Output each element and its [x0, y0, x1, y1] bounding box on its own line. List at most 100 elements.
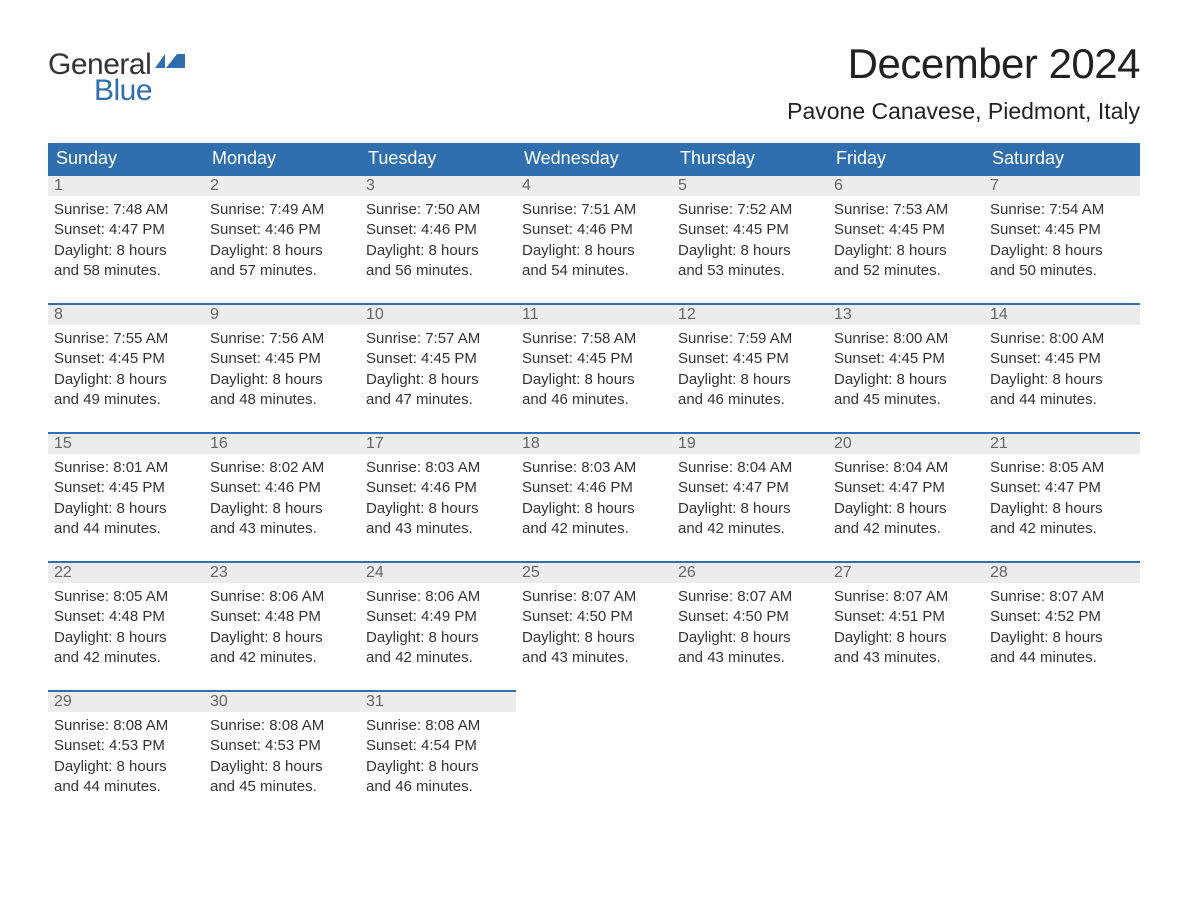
sunset-line: Sunset: 4:45 PM [834, 220, 978, 240]
day-body: Sunrise: 8:04 AMSunset: 4:47 PMDaylight:… [828, 454, 984, 561]
daylight-line2: and 43 minutes. [366, 519, 510, 539]
day-body: Sunrise: 7:50 AMSunset: 4:46 PMDaylight:… [360, 196, 516, 303]
daylight-line2: and 49 minutes. [54, 390, 198, 410]
sunset-line: Sunset: 4:46 PM [366, 478, 510, 498]
daylight-line1: Daylight: 8 hours [366, 628, 510, 648]
day-number: 10 [360, 305, 516, 325]
daylight-line2: and 43 minutes. [834, 648, 978, 668]
daylight-line1: Daylight: 8 hours [366, 370, 510, 390]
day-body: Sunrise: 7:51 AMSunset: 4:46 PMDaylight:… [516, 196, 672, 303]
month-title: December 2024 [787, 40, 1140, 88]
daylight-line1: Daylight: 8 hours [678, 499, 822, 519]
week-row: 8Sunrise: 7:55 AMSunset: 4:45 PMDaylight… [48, 304, 1140, 433]
sunset-line: Sunset: 4:45 PM [54, 349, 198, 369]
sunrise-line: Sunrise: 8:07 AM [990, 587, 1134, 607]
sunrise-line: Sunrise: 8:04 AM [678, 458, 822, 478]
day-cell: 12Sunrise: 7:59 AMSunset: 4:45 PMDayligh… [672, 304, 828, 433]
day-body: Sunrise: 8:03 AMSunset: 4:46 PMDaylight:… [516, 454, 672, 561]
sunset-line: Sunset: 4:47 PM [678, 478, 822, 498]
daylight-line1: Daylight: 8 hours [834, 499, 978, 519]
week-row: 15Sunrise: 8:01 AMSunset: 4:45 PMDayligh… [48, 433, 1140, 562]
daylight-line1: Daylight: 8 hours [210, 241, 354, 261]
day-cell: 20Sunrise: 8:04 AMSunset: 4:47 PMDayligh… [828, 433, 984, 562]
location: Pavone Canavese, Piedmont, Italy [787, 98, 1140, 125]
daylight-line2: and 56 minutes. [366, 261, 510, 281]
day-number: 4 [516, 176, 672, 196]
day-cell: 18Sunrise: 8:03 AMSunset: 4:46 PMDayligh… [516, 433, 672, 562]
daylight-line1: Daylight: 8 hours [678, 628, 822, 648]
weekday-header: Saturday [984, 143, 1140, 175]
sunrise-line: Sunrise: 8:07 AM [678, 587, 822, 607]
day-body: Sunrise: 8:08 AMSunset: 4:53 PMDaylight:… [48, 712, 204, 819]
day-cell: 3Sunrise: 7:50 AMSunset: 4:46 PMDaylight… [360, 175, 516, 304]
sunset-line: Sunset: 4:47 PM [834, 478, 978, 498]
sunset-line: Sunset: 4:46 PM [366, 220, 510, 240]
sunrise-line: Sunrise: 8:00 AM [834, 329, 978, 349]
day-body: Sunrise: 8:05 AMSunset: 4:47 PMDaylight:… [984, 454, 1140, 561]
day-body: Sunrise: 8:03 AMSunset: 4:46 PMDaylight:… [360, 454, 516, 561]
daylight-line1: Daylight: 8 hours [834, 628, 978, 648]
sunset-line: Sunset: 4:46 PM [522, 478, 666, 498]
daylight-line1: Daylight: 8 hours [990, 499, 1134, 519]
sunrise-line: Sunrise: 7:51 AM [522, 200, 666, 220]
sunset-line: Sunset: 4:49 PM [366, 607, 510, 627]
daylight-line2: and 42 minutes. [834, 519, 978, 539]
daylight-line2: and 42 minutes. [990, 519, 1134, 539]
sunrise-line: Sunrise: 8:07 AM [834, 587, 978, 607]
day-body: Sunrise: 8:00 AMSunset: 4:45 PMDaylight:… [828, 325, 984, 432]
sunset-line: Sunset: 4:45 PM [834, 349, 978, 369]
sunrise-line: Sunrise: 7:55 AM [54, 329, 198, 349]
daylight-line1: Daylight: 8 hours [210, 370, 354, 390]
daylight-line1: Daylight: 8 hours [990, 628, 1134, 648]
day-cell [984, 691, 1140, 819]
day-cell: 27Sunrise: 8:07 AMSunset: 4:51 PMDayligh… [828, 562, 984, 691]
sunset-line: Sunset: 4:45 PM [366, 349, 510, 369]
sunrise-line: Sunrise: 7:57 AM [366, 329, 510, 349]
logo-flag-icon [155, 54, 185, 79]
daylight-line1: Daylight: 8 hours [366, 241, 510, 261]
sunrise-line: Sunrise: 7:58 AM [522, 329, 666, 349]
daylight-line1: Daylight: 8 hours [54, 499, 198, 519]
daylight-line2: and 42 minutes. [210, 648, 354, 668]
sunset-line: Sunset: 4:47 PM [54, 220, 198, 240]
daylight-line2: and 52 minutes. [834, 261, 978, 281]
day-cell: 4Sunrise: 7:51 AMSunset: 4:46 PMDaylight… [516, 175, 672, 304]
sunset-line: Sunset: 4:45 PM [210, 349, 354, 369]
weekday-header: Wednesday [516, 143, 672, 175]
daylight-line1: Daylight: 8 hours [54, 241, 198, 261]
day-body: Sunrise: 8:07 AMSunset: 4:51 PMDaylight:… [828, 583, 984, 690]
daylight-line2: and 44 minutes. [54, 777, 198, 797]
daylight-line1: Daylight: 8 hours [522, 628, 666, 648]
sunset-line: Sunset: 4:48 PM [54, 607, 198, 627]
daylight-line2: and 43 minutes. [678, 648, 822, 668]
daylight-line2: and 46 minutes. [678, 390, 822, 410]
week-row: 22Sunrise: 8:05 AMSunset: 4:48 PMDayligh… [48, 562, 1140, 691]
day-body: Sunrise: 8:06 AMSunset: 4:48 PMDaylight:… [204, 583, 360, 690]
daylight-line1: Daylight: 8 hours [522, 370, 666, 390]
weekday-header: Thursday [672, 143, 828, 175]
daylight-line2: and 58 minutes. [54, 261, 198, 281]
day-cell: 29Sunrise: 8:08 AMSunset: 4:53 PMDayligh… [48, 691, 204, 819]
sunrise-line: Sunrise: 8:08 AM [54, 716, 198, 736]
sunrise-line: Sunrise: 7:52 AM [678, 200, 822, 220]
sunrise-line: Sunrise: 8:04 AM [834, 458, 978, 478]
day-number: 20 [828, 434, 984, 454]
day-number: 8 [48, 305, 204, 325]
daylight-line2: and 44 minutes. [54, 519, 198, 539]
day-cell: 15Sunrise: 8:01 AMSunset: 4:45 PMDayligh… [48, 433, 204, 562]
day-cell: 19Sunrise: 8:04 AMSunset: 4:47 PMDayligh… [672, 433, 828, 562]
day-body: Sunrise: 8:00 AMSunset: 4:45 PMDaylight:… [984, 325, 1140, 432]
sunset-line: Sunset: 4:51 PM [834, 607, 978, 627]
sunset-line: Sunset: 4:53 PM [210, 736, 354, 756]
day-number: 6 [828, 176, 984, 196]
day-body: Sunrise: 8:06 AMSunset: 4:49 PMDaylight:… [360, 583, 516, 690]
day-cell: 9Sunrise: 7:56 AMSunset: 4:45 PMDaylight… [204, 304, 360, 433]
sunrise-line: Sunrise: 8:02 AM [210, 458, 354, 478]
day-body: Sunrise: 7:52 AMSunset: 4:45 PMDaylight:… [672, 196, 828, 303]
sunrise-line: Sunrise: 8:06 AM [210, 587, 354, 607]
day-cell: 25Sunrise: 8:07 AMSunset: 4:50 PMDayligh… [516, 562, 672, 691]
daylight-line2: and 45 minutes. [834, 390, 978, 410]
sunrise-line: Sunrise: 8:08 AM [366, 716, 510, 736]
daylight-line1: Daylight: 8 hours [366, 757, 510, 777]
day-cell [672, 691, 828, 819]
